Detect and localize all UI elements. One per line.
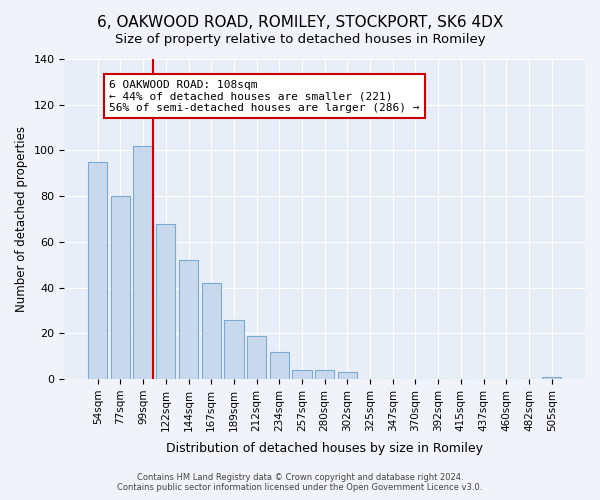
Y-axis label: Number of detached properties: Number of detached properties — [15, 126, 28, 312]
Text: 6, OAKWOOD ROAD, ROMILEY, STOCKPORT, SK6 4DX: 6, OAKWOOD ROAD, ROMILEY, STOCKPORT, SK6… — [97, 15, 503, 30]
Bar — [88, 162, 107, 379]
Bar — [133, 146, 153, 379]
Bar — [269, 352, 289, 379]
Bar — [111, 196, 130, 379]
Bar — [315, 370, 334, 379]
Bar — [247, 336, 266, 379]
Text: Size of property relative to detached houses in Romiley: Size of property relative to detached ho… — [115, 32, 485, 46]
Bar — [156, 224, 175, 379]
Bar — [542, 377, 562, 379]
Text: Contains HM Land Registry data © Crown copyright and database right 2024.
Contai: Contains HM Land Registry data © Crown c… — [118, 473, 482, 492]
Bar — [179, 260, 198, 379]
X-axis label: Distribution of detached houses by size in Romiley: Distribution of detached houses by size … — [166, 442, 483, 455]
Bar — [292, 370, 311, 379]
Bar — [338, 372, 357, 379]
Text: 6 OAKWOOD ROAD: 108sqm
← 44% of detached houses are smaller (221)
56% of semi-de: 6 OAKWOOD ROAD: 108sqm ← 44% of detached… — [109, 80, 419, 113]
Bar — [224, 320, 244, 379]
Bar — [202, 283, 221, 379]
